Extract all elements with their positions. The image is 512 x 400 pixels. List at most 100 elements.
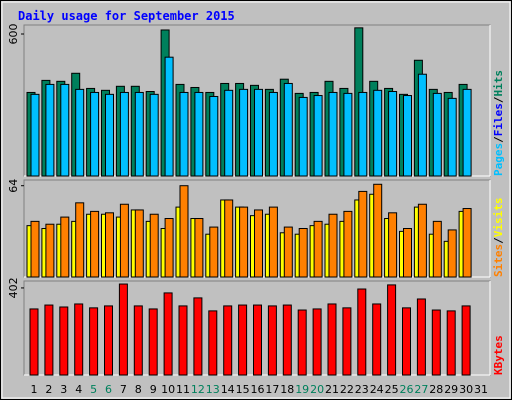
x-tick-label: 20 [310,383,324,396]
bar [163,292,173,376]
bar [358,190,368,278]
legend-entry: Pages [492,143,505,176]
y-tick-label: 402 [7,277,20,298]
x-tick-label: 26 [400,383,414,396]
bar [134,91,144,177]
bar [90,91,100,177]
bar [90,210,100,278]
bar [342,307,352,376]
bar [416,298,426,376]
bar [388,91,398,177]
bar [89,307,99,376]
legend-entry: Sites [492,244,505,277]
bar [373,89,383,177]
bar [75,202,85,278]
bar [60,216,70,278]
bar [178,305,188,376]
legend-entry: Hits [492,70,505,97]
bar [462,208,472,278]
x-tick-label: 25 [385,383,399,396]
bar [387,284,397,376]
legend: KBytes [492,335,505,375]
legend-entry: Files [492,103,505,136]
bar [224,89,234,177]
bar [133,305,143,376]
bar [30,220,40,278]
bar [118,283,128,376]
bar [417,73,427,177]
bar [327,303,337,376]
x-tick-label: 14 [221,383,235,396]
bar [239,88,249,177]
bar [253,304,262,376]
bar [283,226,293,278]
x-tick-label: 13 [206,383,220,396]
bar [194,91,204,177]
x-tick-label: 16 [251,383,265,396]
bar [105,212,114,278]
x-tick-label: 17 [265,383,279,396]
x-tick-label: 4 [75,383,82,396]
x-tick-label: 12 [191,383,205,396]
bar [74,303,84,376]
bar [119,91,129,177]
bar [343,92,353,177]
bar [30,93,40,177]
legend-entry: Visits [492,198,505,238]
bar [462,88,472,177]
bar [194,218,204,278]
bar [358,91,368,177]
bar [149,93,159,177]
bar [149,213,159,278]
bar [29,308,39,376]
y-tick-label: 600 [7,23,20,44]
x-tick-label: 29 [444,383,458,396]
bar [388,212,398,278]
bar [164,56,174,177]
bar [179,91,189,177]
x-tick-label: 15 [236,383,250,396]
bar [179,185,189,278]
x-tick-label: 21 [325,383,339,396]
bar [312,308,322,376]
bar [193,297,203,376]
bar [357,288,367,376]
legend: Pages/Files/Hits [492,70,505,176]
x-tick-label: 7 [120,383,127,396]
bar [298,96,308,177]
bar [446,310,456,376]
bar [209,95,219,177]
x-tick-label: 22 [340,383,354,396]
bar [45,223,55,278]
bar [432,220,442,278]
bar [447,97,457,177]
x-tick-label: 1 [31,383,38,396]
x-tick-label: 31 [474,383,488,396]
bar [313,95,323,177]
bar [134,209,144,278]
bar [403,228,412,278]
bar [105,93,114,177]
legend-separator: / [492,136,505,143]
bar [224,199,234,278]
bar [461,305,471,376]
bar [282,304,292,376]
x-tick-label: 30 [459,383,473,396]
bar [431,309,441,376]
bar [60,83,70,177]
bar [119,203,129,278]
bar [267,305,277,376]
x-tick-label: 8 [135,383,142,396]
bar [268,206,278,278]
bar [417,203,427,278]
bar [75,88,85,177]
bar [254,88,263,177]
x-tick-label: 2 [45,383,52,396]
bar [45,83,55,177]
x-tick-label: 18 [280,383,294,396]
bar [297,309,307,376]
bar [432,92,442,177]
